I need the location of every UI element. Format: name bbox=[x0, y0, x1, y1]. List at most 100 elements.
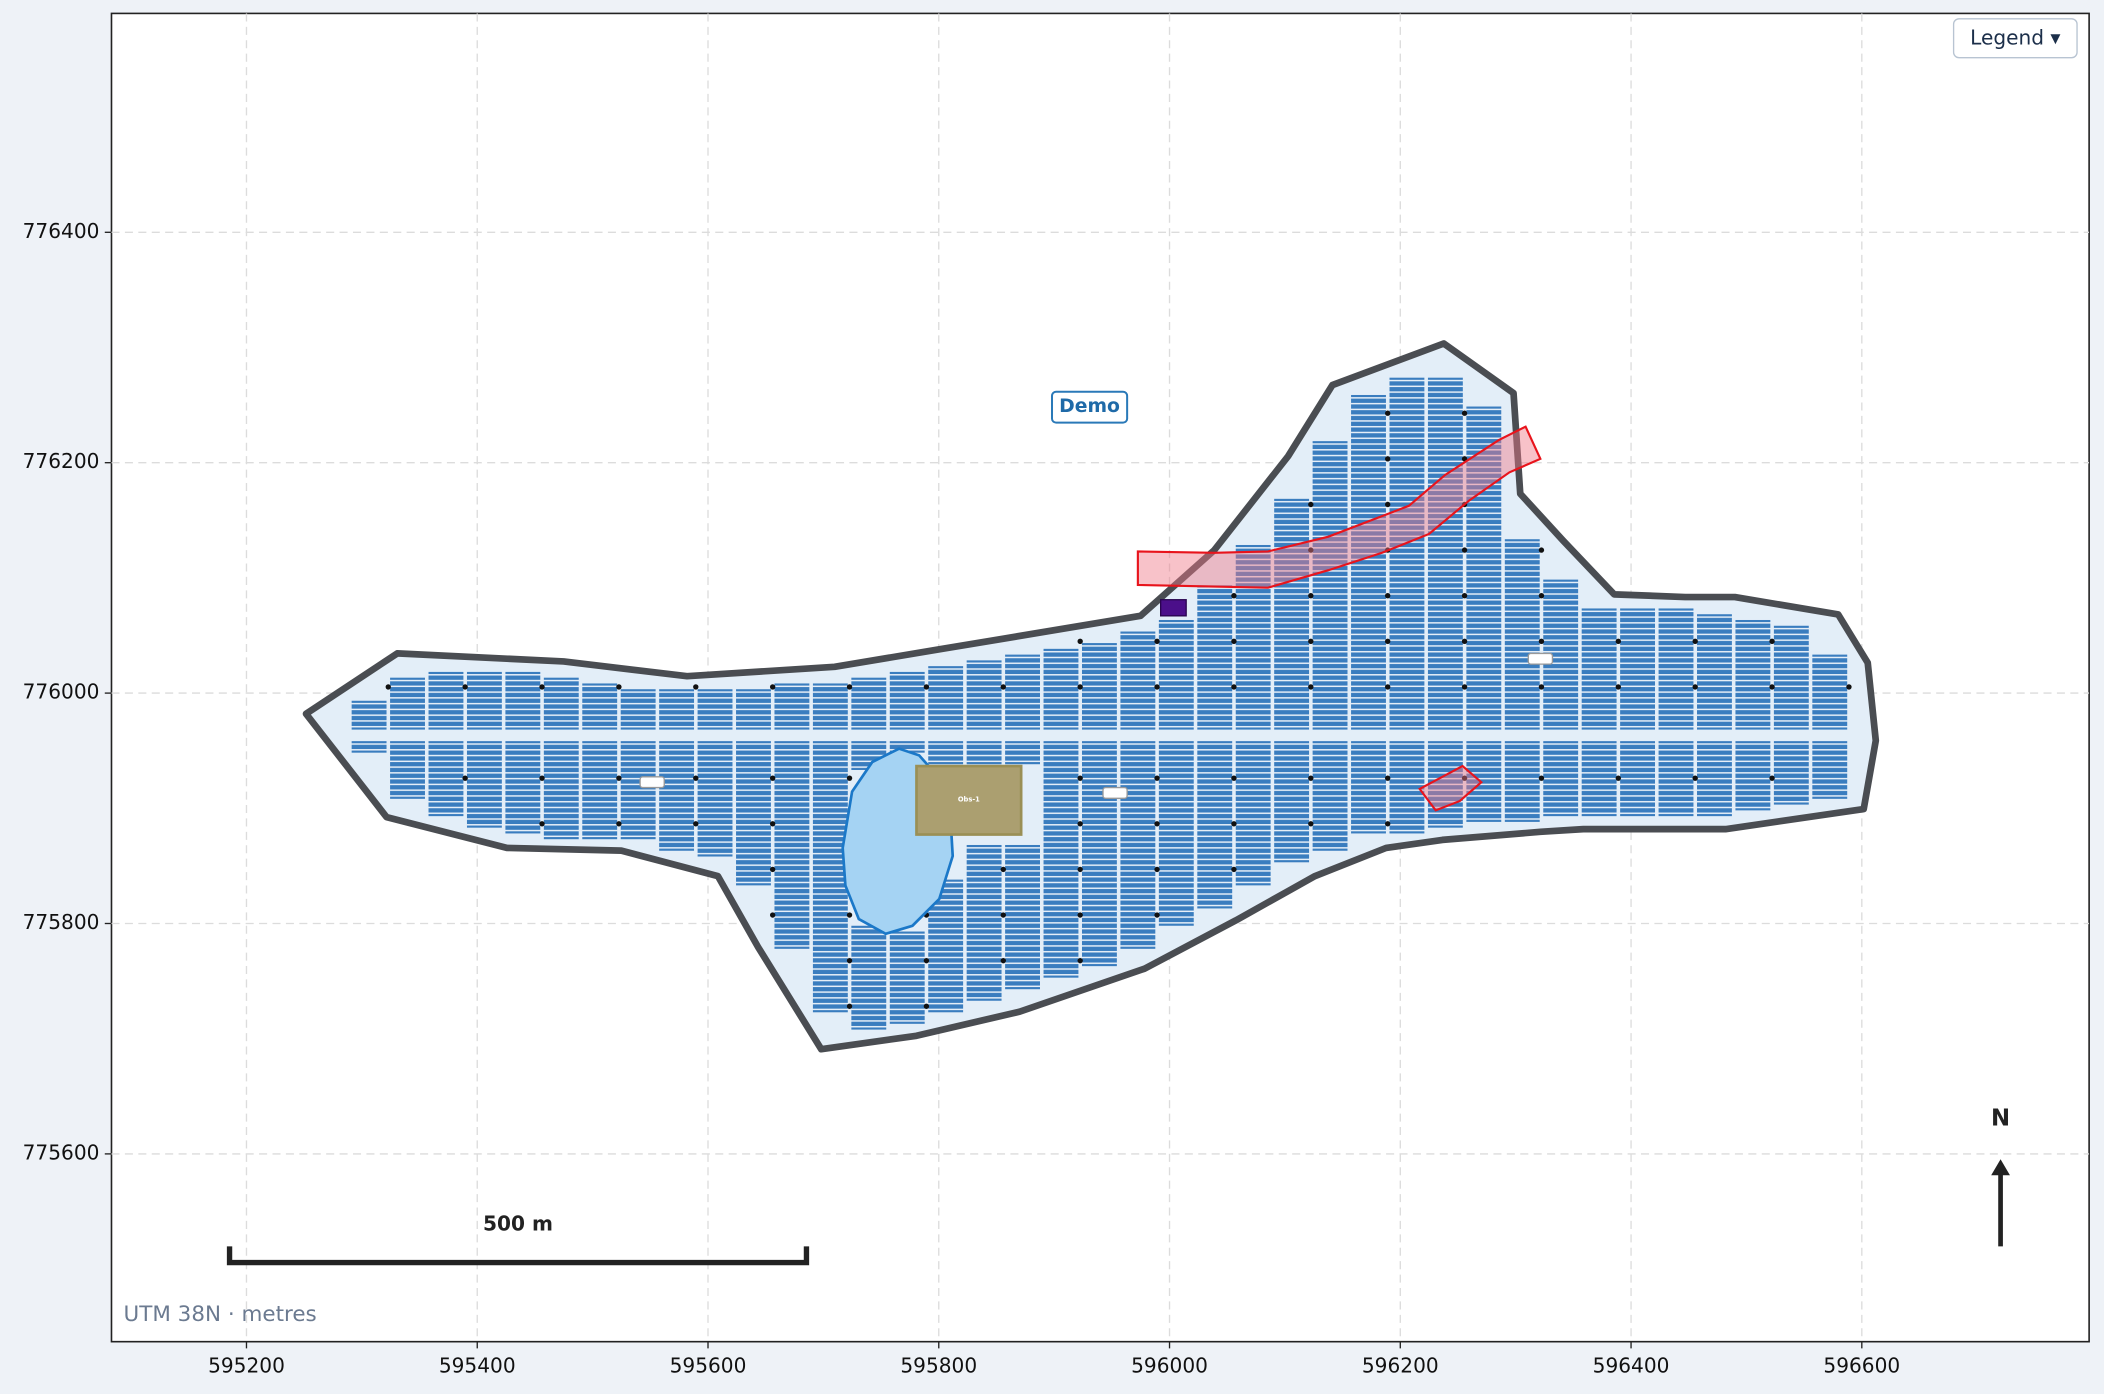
inverter bbox=[1308, 638, 1314, 645]
inverter bbox=[1461, 684, 1468, 690]
inverter bbox=[1615, 638, 1622, 645]
pv-block bbox=[1351, 741, 1386, 834]
y-tick-label: 776400 bbox=[23, 219, 100, 243]
pv-block bbox=[1427, 377, 1463, 730]
inverter bbox=[846, 684, 853, 690]
pv-block bbox=[774, 683, 810, 730]
pv-block bbox=[1120, 631, 1156, 730]
pv-block bbox=[1312, 741, 1348, 851]
pv-block bbox=[889, 671, 925, 730]
inverter bbox=[1461, 593, 1468, 599]
inverter bbox=[539, 821, 545, 827]
inverter bbox=[1769, 684, 1775, 690]
site-boundary-outline bbox=[302, 340, 1880, 1053]
inverter bbox=[1077, 957, 1083, 964]
y-tick-label: 776000 bbox=[23, 680, 100, 704]
inverter bbox=[769, 912, 776, 918]
scale-bar bbox=[226, 1246, 810, 1266]
y-tick-label: 775600 bbox=[23, 1140, 100, 1164]
x-tick-label: 596000 bbox=[1131, 1354, 1208, 1378]
inverter bbox=[1615, 684, 1622, 690]
pv-block bbox=[1158, 741, 1194, 926]
pv-block bbox=[1235, 544, 1271, 730]
pv-block bbox=[966, 844, 1002, 1001]
pv-block bbox=[1197, 585, 1233, 730]
pv-block bbox=[1005, 844, 1040, 990]
pv-block bbox=[1427, 741, 1463, 828]
inverter bbox=[1385, 684, 1391, 690]
inverter bbox=[1846, 684, 1852, 690]
inverter bbox=[1692, 684, 1698, 690]
pv-block bbox=[1581, 741, 1617, 817]
pv-block bbox=[928, 666, 964, 730]
pv-block bbox=[1274, 741, 1310, 863]
y-tick-label: 775800 bbox=[23, 910, 100, 934]
site-label: Demo bbox=[1059, 396, 1120, 417]
x-tick-label: 595400 bbox=[439, 1354, 516, 1378]
inverter bbox=[1308, 775, 1314, 781]
pv-block bbox=[1620, 608, 1656, 730]
pv-block bbox=[697, 689, 733, 730]
inverter bbox=[769, 684, 776, 690]
inverter bbox=[1308, 684, 1314, 690]
exclusion-corridor bbox=[1136, 425, 1542, 589]
inverter bbox=[462, 775, 468, 781]
pv-block bbox=[582, 683, 618, 730]
pv-block bbox=[543, 741, 579, 840]
pv-block bbox=[466, 671, 502, 730]
inverter bbox=[1154, 912, 1160, 918]
inverter bbox=[1308, 821, 1314, 827]
inverter bbox=[693, 684, 699, 690]
pv-block bbox=[697, 741, 733, 857]
inverter bbox=[1077, 821, 1083, 827]
pv-block bbox=[505, 671, 541, 730]
inverter bbox=[1538, 593, 1545, 599]
pv-block bbox=[466, 741, 502, 828]
y-tick-label: 776200 bbox=[23, 449, 100, 473]
pv-block bbox=[1812, 654, 1848, 730]
inverter bbox=[1308, 501, 1314, 508]
inverter bbox=[1385, 456, 1391, 462]
pv-block bbox=[1158, 619, 1194, 730]
inverter bbox=[923, 957, 930, 964]
pv-block bbox=[351, 741, 387, 753]
inverter bbox=[693, 821, 699, 827]
pv-block bbox=[1773, 741, 1809, 805]
inverter bbox=[616, 821, 622, 827]
inverter bbox=[1461, 638, 1468, 645]
pv-block bbox=[966, 660, 1002, 730]
pv-block bbox=[1312, 441, 1348, 730]
inverter bbox=[1385, 410, 1391, 416]
pv-block bbox=[1466, 406, 1502, 730]
pv-block bbox=[736, 689, 771, 730]
pv-block bbox=[928, 741, 964, 765]
pv-block bbox=[1620, 741, 1656, 817]
legend-button[interactable] bbox=[1952, 18, 2078, 59]
x-tick-label: 596200 bbox=[1362, 1354, 1439, 1378]
inverter bbox=[616, 775, 622, 781]
x-tick-label: 595200 bbox=[208, 1354, 285, 1378]
inverter bbox=[769, 866, 776, 873]
inverter bbox=[1385, 593, 1391, 599]
inverter bbox=[1385, 775, 1391, 781]
x-tick-label: 595600 bbox=[670, 1354, 747, 1378]
inverter bbox=[1154, 775, 1160, 781]
inverter bbox=[769, 775, 776, 781]
inverter bbox=[1461, 410, 1468, 416]
inverter bbox=[539, 775, 545, 781]
inverter bbox=[1692, 638, 1698, 645]
inverter bbox=[846, 912, 853, 918]
pv-block bbox=[1389, 377, 1425, 730]
facility-marker bbox=[639, 776, 665, 789]
pv-block bbox=[1504, 539, 1540, 730]
pv-block bbox=[1081, 741, 1117, 967]
pv-block bbox=[1005, 654, 1040, 730]
pv-block bbox=[812, 683, 848, 730]
pv-block bbox=[351, 700, 387, 730]
pv-block bbox=[966, 741, 1002, 765]
inverter bbox=[1077, 912, 1083, 918]
pv-block bbox=[620, 689, 656, 730]
inverter bbox=[1077, 866, 1083, 873]
pv-block bbox=[1697, 614, 1732, 730]
legend-button-label[interactable]: Legend ▾ bbox=[1970, 25, 2061, 49]
